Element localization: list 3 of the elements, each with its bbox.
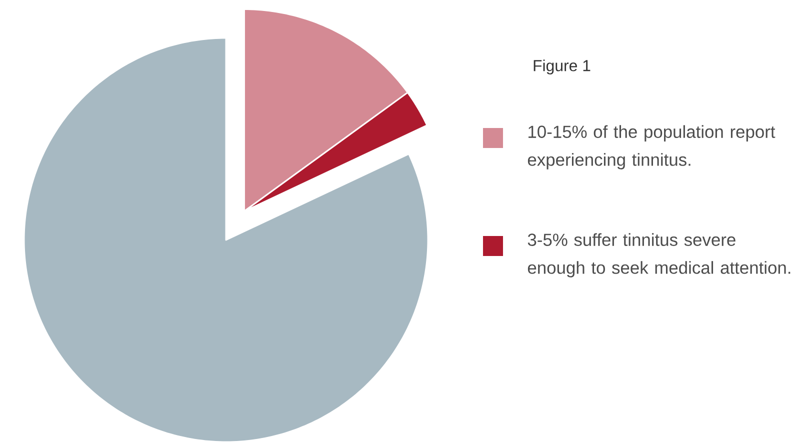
- legend-label: 10-15% of the population report experiencing tinnitus.: [528, 125, 776, 170]
- legend-label: 3-5% suffer tinnitus severe enough to seek medical attention.: [528, 233, 790, 278]
- text: Figure 1: [534, 60, 590, 74]
